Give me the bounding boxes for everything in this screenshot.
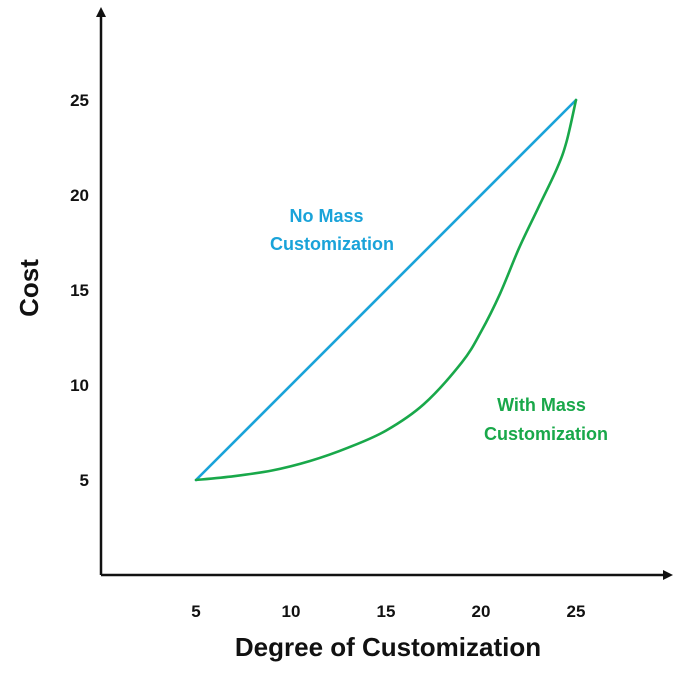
x-tick-label: 10 xyxy=(282,602,301,621)
x-tick-label: 15 xyxy=(377,602,396,621)
series-line-no-mass-customization xyxy=(194,98,578,482)
y-tick-label: 15 xyxy=(70,281,89,300)
y-axis-title: Cost xyxy=(14,259,44,317)
x-axis-title: Degree of Customization xyxy=(235,632,541,662)
y-tick-label: 20 xyxy=(70,186,89,205)
x-tick-label: 5 xyxy=(191,602,200,621)
series-line-with-mass-customization xyxy=(194,98,578,482)
series-label-with-mass: With Mass Customization xyxy=(484,395,608,444)
y-tick-label: 25 xyxy=(70,91,89,110)
y-tick-label: 10 xyxy=(70,376,89,395)
series-label-no-mass: No Mass Customization xyxy=(270,206,394,254)
x-tick-label: 25 xyxy=(567,602,586,621)
x-tick-labels: 5 10 15 20 25 xyxy=(191,602,585,621)
y-tick-label: 5 xyxy=(80,471,89,490)
series-lines xyxy=(194,98,578,482)
x-tick-label: 20 xyxy=(472,602,491,621)
y-tick-labels: 5 10 15 20 25 xyxy=(70,91,89,490)
